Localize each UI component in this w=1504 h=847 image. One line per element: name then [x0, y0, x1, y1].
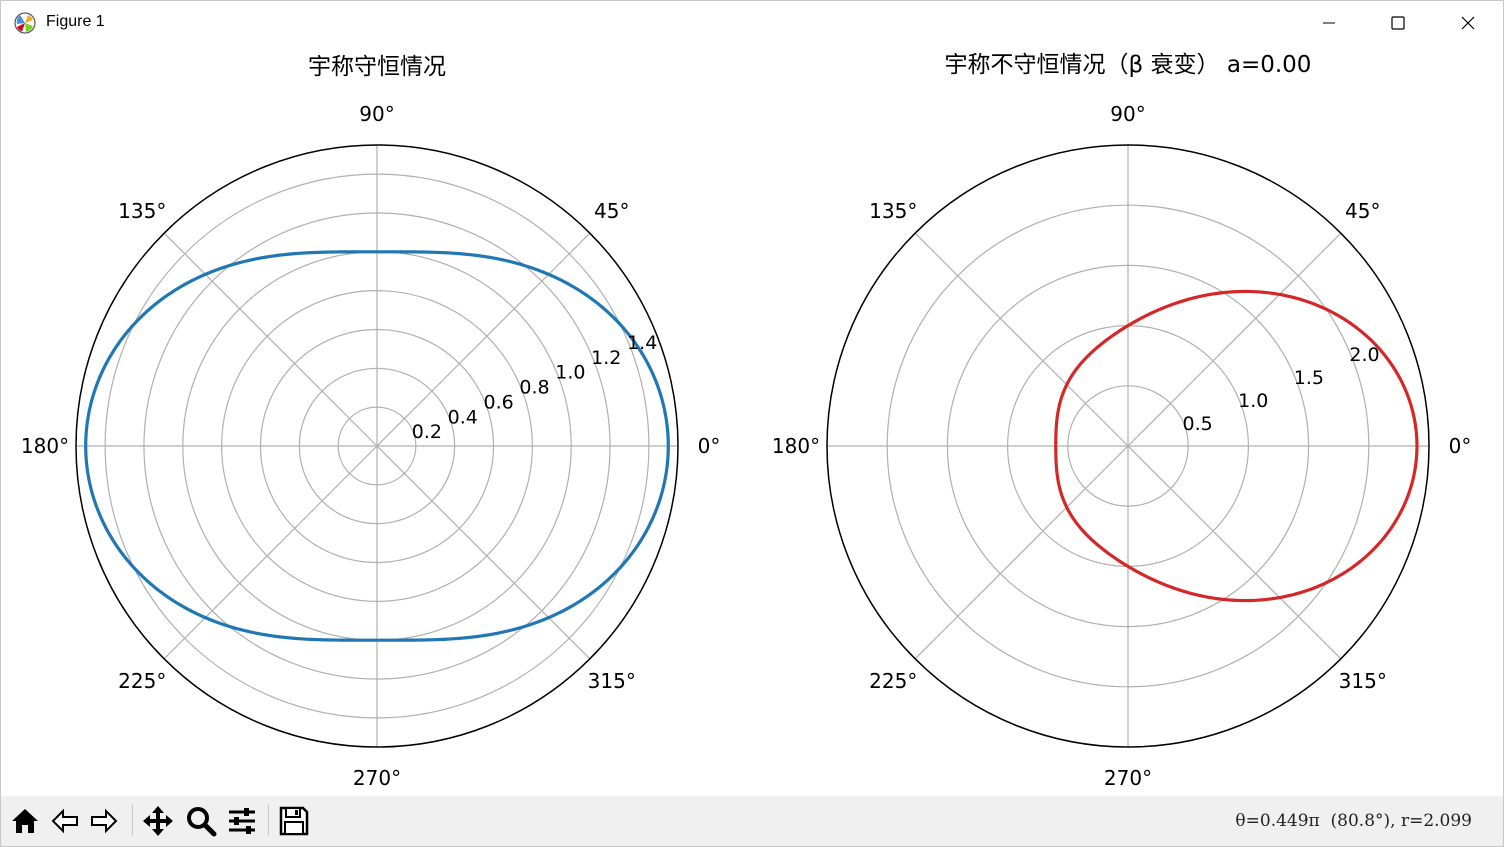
polar-plot-parity-conserved: 0° 45° 90° 135° 180° 225° 270° 315° 0.2 0.4 0.60.8…: [21, 102, 720, 790]
close-button[interactable]: [1437, 1, 1499, 45]
matplotlib-icon: [14, 12, 36, 34]
theta-tick-label: 45°: [1345, 199, 1380, 223]
theta-tick-label: 315°: [1339, 669, 1387, 693]
r-tick-label: 0.6: [484, 391, 514, 413]
maximize-button[interactable]: [1367, 1, 1429, 45]
theta-tick-label: 225°: [869, 669, 917, 693]
theta-tick-label: 0°: [698, 434, 721, 458]
pan-icon: [143, 806, 173, 836]
title-bar: Figure 1: [1, 1, 1503, 45]
theta-gridline: [914, 445, 1129, 660]
theta-tick-label: 180°: [772, 434, 820, 458]
theta-tick-label: 135°: [118, 199, 166, 223]
r-tick-label: 1.0: [1238, 390, 1268, 412]
theta-gridline: [376, 445, 591, 660]
series-line: [1054, 289, 1419, 603]
plot2-title: 宇称不守恒情况（β 衰变） a=0.00: [945, 52, 1312, 78]
theta-gridline: [1127, 445, 1342, 660]
save-button[interactable]: [275, 802, 313, 840]
zoom-icon: [187, 807, 217, 837]
maximize-icon: [1391, 16, 1405, 30]
series-line: [84, 250, 670, 642]
minimize-button[interactable]: [1298, 1, 1360, 45]
configure-subplots-icon: [229, 808, 255, 834]
toolbar-separator: [268, 804, 269, 836]
cursor-coordinate-readout: θ=0.449π (80.8°), r=2.099: [1235, 811, 1472, 831]
r-tick-label: 1.0: [555, 362, 585, 384]
r-tick-label: 0.2: [412, 421, 442, 443]
theta-tick-label: 270°: [353, 766, 401, 790]
theta-gridline: [163, 445, 378, 660]
r-tick-label: 1.2: [591, 347, 621, 369]
pan-button[interactable]: [139, 802, 177, 840]
minimize-icon: [1323, 22, 1335, 24]
save-icon: [279, 806, 309, 836]
theta-tick-label: 90°: [359, 102, 394, 126]
theta-gridline: [163, 232, 378, 447]
theta-tick-label: 45°: [594, 199, 629, 223]
configure-subplots-button[interactable]: [223, 802, 261, 840]
back-icon: [51, 808, 78, 834]
theta-gridline: [376, 232, 591, 447]
theta-tick-label: 135°: [869, 199, 917, 223]
r-tick-label: 1.4: [627, 332, 657, 354]
theta-tick-label: 225°: [118, 669, 166, 693]
theta-tick-label: 90°: [1110, 102, 1145, 126]
r-tick-label: 0.4: [448, 406, 478, 428]
theta-gridline: [914, 232, 1129, 447]
theta-tick-label: 180°: [21, 434, 69, 458]
figure-canvas[interactable]: 宇称守恒情况 0° 45° 90° 135° 180° 225° 270° 315° 0.2 0.…: [1, 45, 1503, 796]
theta-gridline: [1127, 232, 1342, 447]
close-icon: [1461, 16, 1475, 30]
back-button[interactable]: [46, 802, 84, 840]
zoom-button[interactable]: [182, 802, 220, 840]
polar-frame: [826, 144, 1430, 748]
theta-tick-label: 0°: [1449, 434, 1472, 458]
theta-tick-label: 315°: [588, 669, 636, 693]
r-tick-label: 0.5: [1183, 413, 1213, 435]
r-tick-label: 1.5: [1294, 367, 1324, 389]
window-title: Figure 1: [46, 13, 105, 30]
polar-frame: [75, 144, 679, 748]
polar-plot-parity-violated: 0° 45° 90° 135° 180° 225° 270° 315° 0.5 1.0 1.5 2.0: [772, 102, 1471, 790]
home-button[interactable]: [6, 802, 44, 840]
forward-icon: [91, 808, 118, 834]
theta-tick-label: 270°: [1104, 766, 1152, 790]
forward-button[interactable]: [85, 802, 123, 840]
r-tick-label: 2.0: [1349, 344, 1379, 366]
navigation-toolbar: θ=0.449π (80.8°), r=2.099: [1, 796, 1503, 846]
r-tick-label: 0.8: [519, 377, 549, 399]
home-icon: [12, 809, 38, 833]
plot1-title: 宇称守恒情况: [308, 54, 446, 80]
toolbar-separator: [132, 804, 133, 836]
